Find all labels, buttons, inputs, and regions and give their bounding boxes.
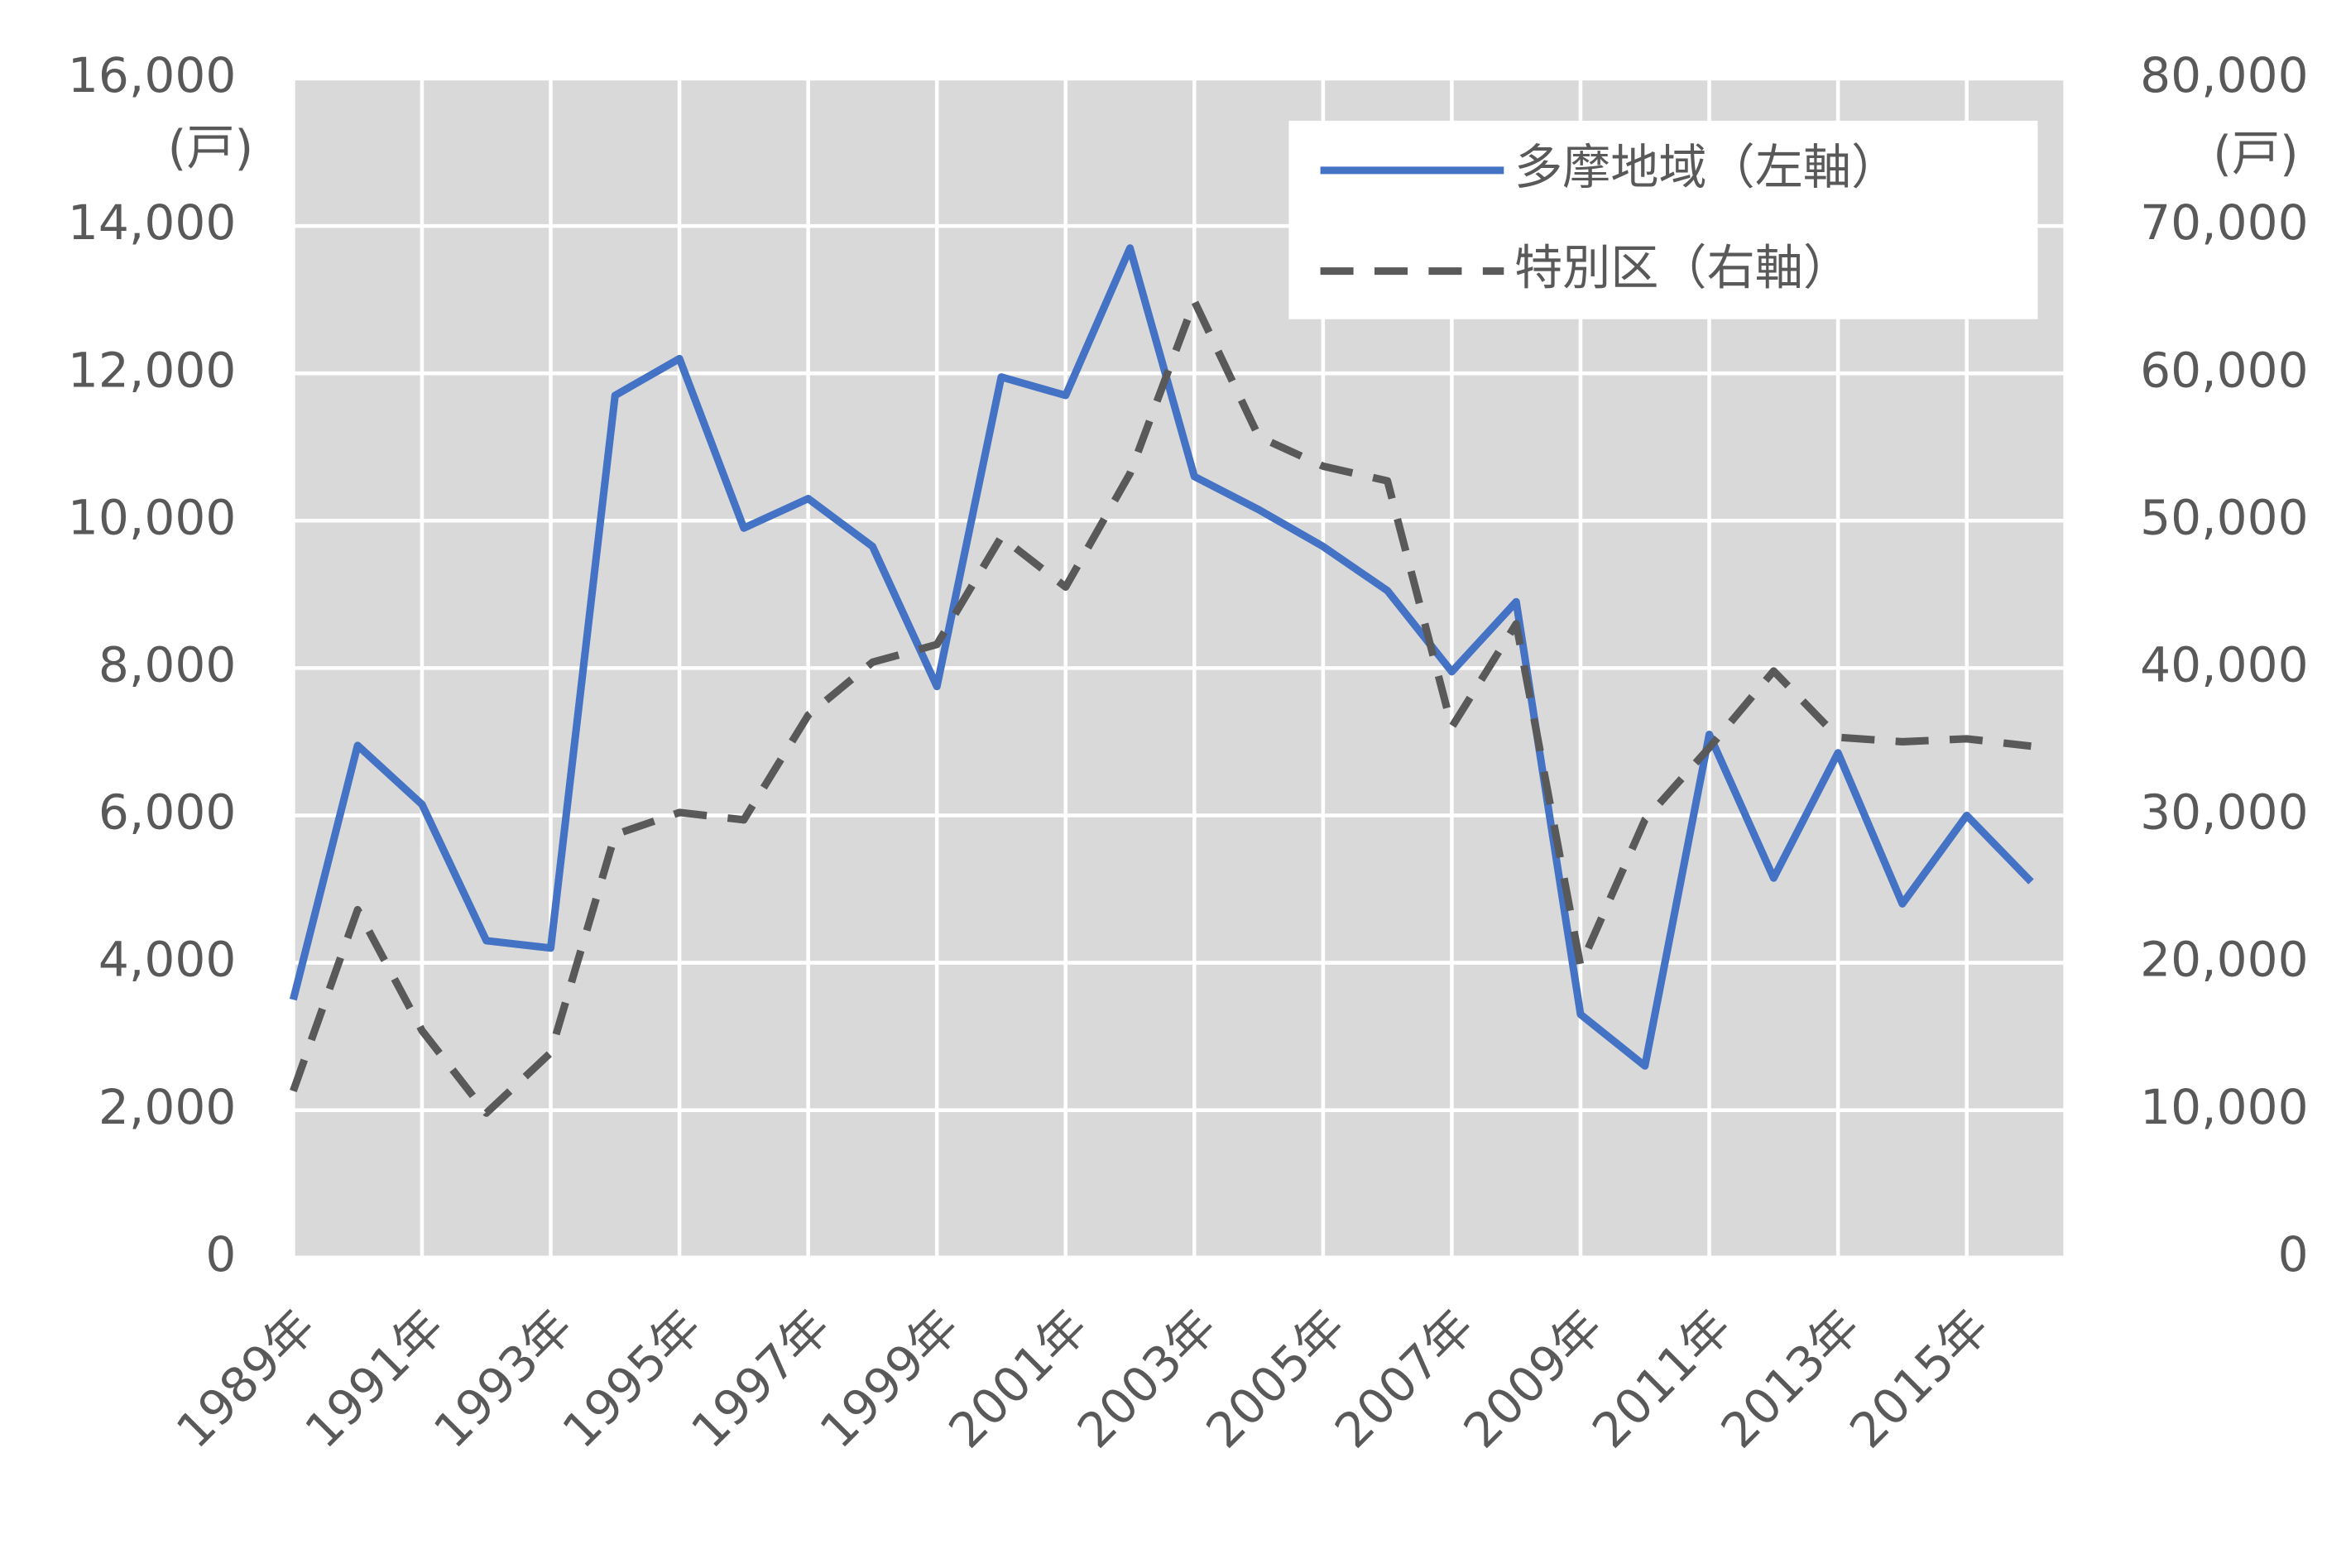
- y-tick-label: 10,000: [68, 489, 236, 545]
- y-tick-label: 0: [205, 1226, 236, 1283]
- y-tick-label: 8,000: [98, 636, 236, 693]
- series-line: [290, 297, 2032, 1117]
- y2-tick-label: 10,000: [2140, 1079, 2308, 1135]
- x-tick-label: 2005年: [1196, 1298, 1356, 1459]
- y-tick-label: 4,000: [98, 932, 236, 988]
- x-tick-label: 2013年: [1710, 1298, 1871, 1459]
- x-tick-label: 2009年: [1453, 1298, 1614, 1459]
- y2-tick-label: 40,000: [2140, 636, 2308, 693]
- y-axis-unit: (戸): [168, 119, 254, 175]
- y2-tick-label: 20,000: [2140, 932, 2308, 988]
- y-tick-label: 2,000: [98, 1079, 236, 1135]
- y2-tick-label: 0: [2278, 1226, 2309, 1283]
- y2-tick-label: 50,000: [2140, 489, 2308, 545]
- y2-tick-label: 80,000: [2140, 47, 2308, 103]
- legend-label: 特別区（右軸）: [1514, 240, 1851, 296]
- y2-tick-label: 70,000: [2140, 194, 2308, 251]
- y2-tick-label: 30,000: [2140, 784, 2308, 841]
- x-tick-label: 1991年: [295, 1298, 455, 1459]
- y-tick-label: 6,000: [98, 784, 236, 841]
- y2-axis-unit: (戸): [2213, 126, 2299, 182]
- x-tick-label: 1993年: [423, 1298, 583, 1459]
- x-tick-label: 2003年: [1067, 1298, 1227, 1459]
- x-tick-label: 1999年: [809, 1298, 970, 1459]
- x-tick-label: 1989年: [166, 1298, 326, 1459]
- x-tick-label: 1997年: [680, 1298, 841, 1459]
- y-tick-label: 16,000: [68, 47, 236, 103]
- x-tick-label: 2001年: [938, 1298, 1098, 1459]
- y-tick-label: 12,000: [68, 342, 236, 398]
- legend-label: 多摩地域（左軸）: [1514, 139, 1899, 195]
- y2-tick-label: 60,000: [2140, 342, 2308, 398]
- series-line: [289, 244, 2034, 1070]
- x-tick-label: 2015年: [1839, 1298, 1999, 1459]
- x-tick-label: 2011年: [1581, 1298, 1742, 1459]
- x-tick-label: 1995年: [552, 1298, 712, 1459]
- x-tick-label: 2007年: [1324, 1298, 1485, 1459]
- y-tick-label: 14,000: [68, 194, 236, 251]
- legend-box: [1288, 120, 2038, 319]
